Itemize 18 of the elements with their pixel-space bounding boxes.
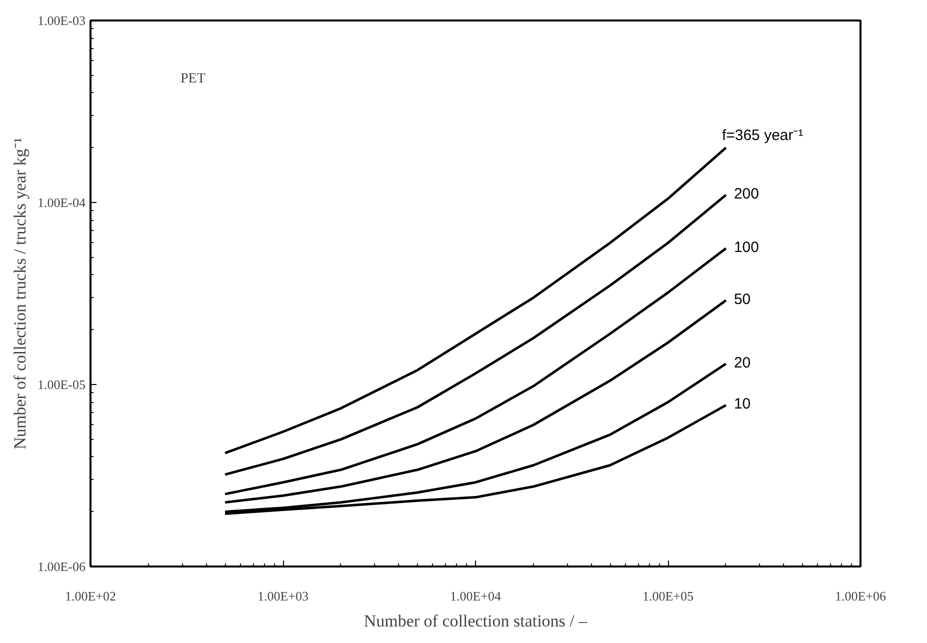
y-tick-label: 1.00E-05 (37, 377, 86, 392)
x-tick-label: 1.00E+04 (450, 588, 502, 604)
x-tick-label: 1.00E+02 (64, 588, 116, 604)
series-label: f=365 year⁻¹ (722, 127, 804, 144)
series-label: 50 (734, 290, 751, 308)
y-tick-label: 1.00E-04 (37, 195, 86, 210)
y-tick-label: 1.00E-06 (37, 559, 86, 574)
series-label: 20 (734, 354, 751, 372)
annotation: PET (180, 72, 206, 86)
y-axis-title: Number of collection trucks / trucks year kg⁻¹ (10, 138, 30, 450)
y-tick-label: 1.00E-03 (37, 13, 86, 28)
x-axis-title: Number of collection stations / – (364, 612, 588, 630)
x-tick-label: 1.00E+05 (642, 588, 694, 604)
series-label: 10 (734, 396, 751, 413)
x-tick-label: 1.00E+06 (834, 588, 887, 604)
x-tick-label: 1.00E+03 (257, 588, 309, 604)
series-label: 100 (734, 238, 759, 256)
series-label: 200 (734, 185, 759, 202)
